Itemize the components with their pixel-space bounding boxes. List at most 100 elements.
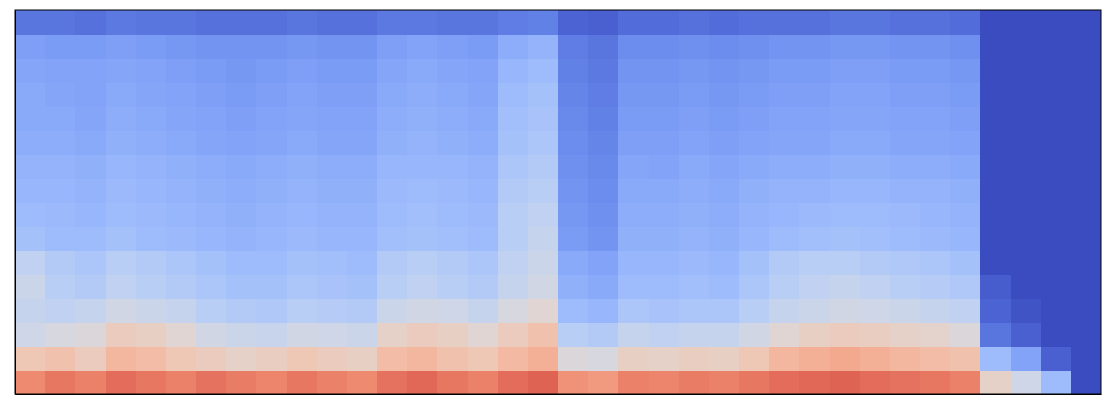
- heatmap-cell: [649, 274, 680, 299]
- heatmap-cell: [256, 298, 287, 323]
- heatmap-cell: [528, 346, 559, 371]
- heatmap-cell: [226, 274, 257, 299]
- heatmap-cell: [950, 346, 981, 371]
- heatmap-cell: [679, 106, 710, 131]
- heatmap-cell: [769, 226, 800, 251]
- heatmap-cell: [377, 34, 408, 59]
- heatmap-cell: [468, 346, 499, 371]
- heatmap-cell: [75, 298, 106, 323]
- heatmap-cell: [287, 346, 318, 371]
- heatmap-cell: [166, 10, 197, 35]
- heatmap-cell: [377, 346, 408, 371]
- heatmap-cell: [468, 34, 499, 59]
- heatmap-cell: [196, 346, 227, 371]
- heatmap-cell: [287, 250, 318, 275]
- heatmap-cell: [347, 58, 378, 83]
- heatmap-cell: [437, 346, 468, 371]
- heatmap-cell: [437, 250, 468, 275]
- heatmap-cell: [709, 202, 740, 227]
- heatmap-cell: [739, 370, 770, 394]
- heatmap-cell: [15, 130, 46, 155]
- heatmap-cell: [739, 154, 770, 179]
- heatmap-cell: [407, 82, 438, 107]
- heatmap-cell: [739, 346, 770, 371]
- heatmap-cell: [860, 274, 891, 299]
- heatmap-cell: [196, 130, 227, 155]
- heatmap-cell: [1011, 250, 1042, 275]
- heatmap-cell: [347, 346, 378, 371]
- heatmap-cell: [830, 202, 861, 227]
- heatmap-cell: [1011, 154, 1042, 179]
- heatmap-cell: [437, 226, 468, 251]
- heatmap-cell: [256, 58, 287, 83]
- heatmap-cell: [226, 202, 257, 227]
- heatmap-cell: [226, 130, 257, 155]
- heatmap-cell: [317, 34, 348, 59]
- heatmap-cell: [558, 298, 589, 323]
- heatmap-cell: [950, 202, 981, 227]
- heatmap-cell: [45, 154, 76, 179]
- heatmap-cell: [15, 34, 46, 59]
- heatmap-cell: [528, 298, 559, 323]
- heatmap-cell: [588, 10, 619, 35]
- heatmap-cell: [196, 10, 227, 35]
- heatmap-cell: [15, 370, 46, 394]
- heatmap-cell: [528, 274, 559, 299]
- heatmap-cell: [15, 178, 46, 203]
- heatmap-cell: [1041, 34, 1072, 59]
- heatmap-cell: [950, 370, 981, 394]
- heatmap-cell: [45, 226, 76, 251]
- heatmap-cell: [15, 106, 46, 131]
- heatmap-cell: [15, 274, 46, 299]
- heatmap-cell: [980, 298, 1011, 323]
- heatmap-cell: [1071, 370, 1101, 394]
- heatmap-cell: [498, 298, 529, 323]
- heatmap-cell: [618, 178, 649, 203]
- heatmap-cell: [890, 34, 921, 59]
- heatmap-cell: [739, 10, 770, 35]
- heatmap-cell: [528, 154, 559, 179]
- heatmap-cell: [287, 130, 318, 155]
- heatmap-cell: [980, 250, 1011, 275]
- heatmap-cell: [679, 154, 710, 179]
- heatmap-cell: [136, 250, 167, 275]
- heatmap-cell: [317, 130, 348, 155]
- heatmap-cell: [950, 178, 981, 203]
- heatmap-cell: [920, 298, 951, 323]
- heatmap-cell: [799, 10, 830, 35]
- heatmap-cell: [980, 346, 1011, 371]
- heatmap-cell: [769, 106, 800, 131]
- heatmap-cell: [920, 58, 951, 83]
- heatmap-cell: [649, 250, 680, 275]
- heatmap-cell: [799, 370, 830, 394]
- heatmap-cell: [317, 202, 348, 227]
- heatmap-cell: [769, 298, 800, 323]
- heatmap-cell: [528, 82, 559, 107]
- heatmap-cell: [45, 202, 76, 227]
- heatmap-cell: [136, 130, 167, 155]
- heatmap-cell: [287, 82, 318, 107]
- heatmap-cell: [136, 58, 167, 83]
- heatmap-cell: [709, 178, 740, 203]
- heatmap-cell: [830, 106, 861, 131]
- heatmap-cell: [166, 322, 197, 347]
- heatmap-cell: [860, 82, 891, 107]
- heatmap-cell: [558, 178, 589, 203]
- heatmap-cell: [437, 322, 468, 347]
- heatmap-cell: [45, 34, 76, 59]
- heatmap-cell: [1071, 346, 1101, 371]
- heatmap-cell: [166, 250, 197, 275]
- heatmap-cell: [588, 322, 619, 347]
- heatmap-cell: [618, 202, 649, 227]
- heatmap-cell: [468, 82, 499, 107]
- heatmap-cell: [166, 58, 197, 83]
- heatmap-cell: [407, 226, 438, 251]
- heatmap-cell: [317, 322, 348, 347]
- heatmap-cell: [649, 370, 680, 394]
- heatmap-cell: [256, 322, 287, 347]
- heatmap-cell: [347, 106, 378, 131]
- heatmap-cell: [136, 178, 167, 203]
- heatmap-cell: [407, 154, 438, 179]
- heatmap-cell: [106, 202, 137, 227]
- heatmap-cell: [377, 154, 408, 179]
